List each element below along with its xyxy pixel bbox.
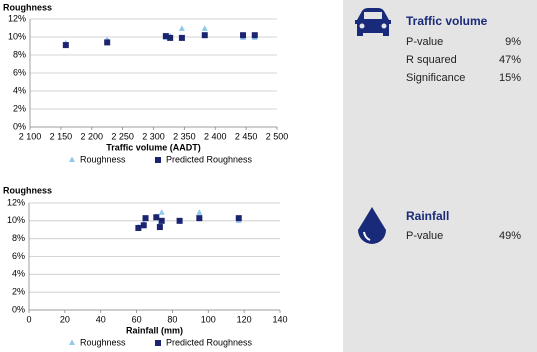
x-axis-label: Traffic volume (AADT): [106, 142, 201, 152]
x-tick-label: 60: [132, 314, 142, 324]
square-marker: [240, 32, 247, 39]
y-tick-label: 0%: [12, 304, 25, 314]
x-tick-label: 2 350: [173, 131, 196, 141]
x-axis-label: Rainfall (mm): [126, 325, 183, 335]
x-tick-label: 2 100: [19, 131, 42, 141]
x-tick-label: 2 400: [204, 131, 227, 141]
car-icon: [355, 8, 391, 36]
triangle-marker: [196, 209, 203, 215]
square-marker: [196, 215, 203, 222]
square-marker: [167, 34, 174, 41]
x-tick-label: 2 200: [80, 131, 103, 141]
y-tick-label: 10%: [8, 31, 26, 41]
square-marker: [62, 42, 69, 49]
x-tick-label: 0: [26, 314, 31, 324]
square-marker: [104, 39, 111, 46]
y-tick-label: 6%: [13, 67, 26, 77]
triangle-marker: [69, 156, 75, 162]
y-tick-label: 4%: [13, 85, 26, 95]
triangle-marker: [69, 339, 75, 345]
square-marker: [135, 224, 142, 231]
y-tick-label: 0%: [13, 121, 26, 131]
x-tick-label: 2 300: [142, 131, 165, 141]
y-tick-label: 4%: [12, 269, 25, 279]
square-marker: [158, 217, 165, 224]
panel-row-value: 9%: [505, 36, 521, 48]
y-tick-label: 6%: [12, 251, 25, 261]
legend-label: Predicted Roughness: [166, 337, 253, 347]
triangle-marker: [178, 25, 185, 31]
panel-row-value: 15%: [499, 72, 521, 84]
x-tick-label: 2 250: [111, 131, 134, 141]
square-marker: [235, 215, 242, 222]
x-tick-label: 80: [167, 314, 177, 324]
panel-row-value: 49%: [499, 230, 521, 242]
square-marker: [155, 157, 161, 163]
panel-row-label: P-value: [406, 36, 443, 48]
square-marker: [201, 32, 208, 39]
x-tick-label: 140: [272, 314, 287, 324]
y-tick-label: 2%: [13, 103, 26, 113]
y-tick-label: 10%: [7, 215, 25, 225]
square-marker: [156, 224, 163, 231]
y-axis-label: Roughness: [3, 2, 52, 12]
square-marker: [153, 214, 160, 221]
y-axis-label: Roughness: [3, 185, 52, 195]
x-tick-label: 2 150: [50, 131, 73, 141]
y-tick-label: 8%: [12, 233, 25, 243]
square-marker: [251, 32, 258, 39]
panel-title: Traffic volume: [406, 14, 488, 28]
triangle-marker: [158, 209, 165, 215]
panel-row-label: Significance: [406, 72, 465, 84]
square-marker: [155, 340, 161, 346]
y-tick-label: 2%: [12, 287, 25, 297]
y-tick-label: 12%: [7, 197, 25, 207]
y-tick-label: 8%: [13, 49, 26, 59]
square-marker: [178, 34, 185, 41]
x-tick-label: 40: [96, 314, 106, 324]
x-tick-label: 120: [237, 314, 252, 324]
panel-row-value: 47%: [499, 54, 521, 66]
x-tick-label: 2 450: [235, 131, 258, 141]
legend-label: Roughness: [80, 154, 126, 164]
square-marker: [142, 215, 149, 222]
legend-label: Roughness: [80, 337, 126, 347]
side-panel: [343, 0, 537, 352]
panel-row-label: P-value: [406, 230, 443, 242]
legend-label: Predicted Roughness: [166, 154, 253, 164]
square-marker: [176, 217, 183, 224]
y-tick-label: 12%: [8, 13, 26, 23]
triangle-marker: [201, 25, 208, 31]
panel-row-label: R squared: [406, 54, 457, 66]
x-tick-label: 100: [201, 314, 216, 324]
x-tick-label: 20: [60, 314, 70, 324]
x-tick-label: 2 500: [266, 131, 289, 141]
drop-icon: [358, 207, 386, 244]
panel-title: Rainfall: [406, 209, 449, 223]
square-marker: [162, 33, 169, 40]
square-marker: [140, 222, 147, 229]
